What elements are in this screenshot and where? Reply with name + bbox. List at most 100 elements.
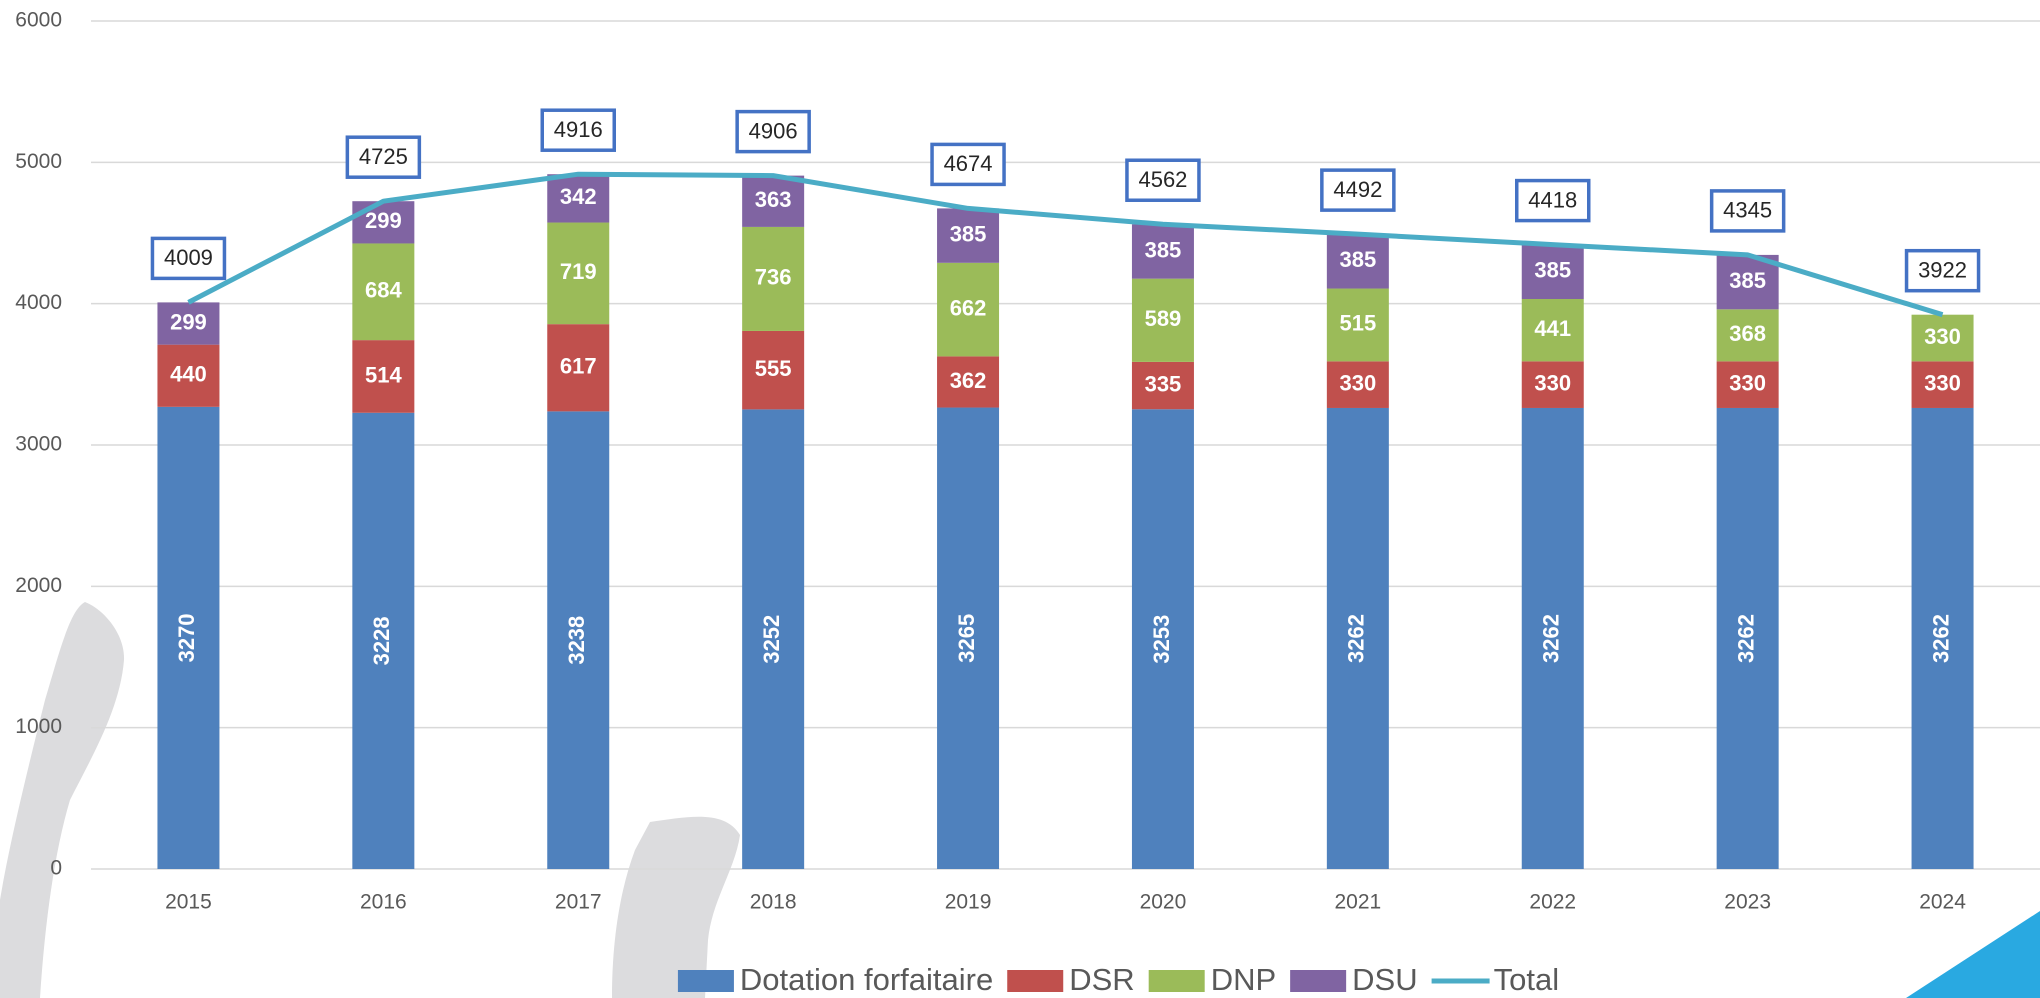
data-label: 514 (365, 362, 402, 387)
bar-segment (742, 175, 805, 227)
legend-label: Dotation forfaitaire (740, 962, 993, 997)
bar-segment (1131, 278, 1194, 362)
bar-segment (1131, 224, 1194, 279)
y-tick-label: 1000 (15, 715, 62, 738)
x-tick-label: 2015 (165, 891, 212, 914)
bar-segment (1521, 299, 1584, 362)
data-label: 335 (1145, 371, 1182, 396)
bar-segment (1131, 361, 1194, 410)
bar-segment (1326, 234, 1389, 289)
bar-segment (1911, 314, 1974, 362)
legend-label: DSU (1352, 962, 1417, 997)
bar-segment (352, 243, 415, 341)
y-tick-label: 4000 (15, 291, 62, 314)
data-label: 3922 (1918, 258, 1967, 283)
data-label: 385 (1145, 237, 1182, 262)
bar-segment (547, 174, 610, 223)
bar-segment (1326, 361, 1389, 408)
bar-segment (1716, 254, 1779, 310)
bar-segment (1716, 407, 1779, 869)
x-tick-label: 2019 (945, 891, 992, 914)
data-label: 555 (755, 356, 792, 381)
data-label: 330 (1924, 324, 1961, 349)
legend-swatch (1290, 970, 1347, 992)
data-label: 330 (1924, 370, 1961, 395)
data-label: 330 (1729, 370, 1766, 395)
legend: Dotation forfaitaire DSR DNP DSU Total (677, 962, 1559, 997)
decor-shape (1906, 911, 2040, 998)
data-label: 299 (365, 208, 402, 233)
y-tick-label: 5000 (15, 150, 62, 173)
data-label: 589 (1145, 306, 1182, 331)
data-label: 385 (1729, 268, 1766, 293)
bar-segment (157, 406, 220, 869)
y-tick-label: 0 (50, 857, 62, 880)
legend-label: Total (1494, 962, 1559, 997)
x-tick-label: 2018 (750, 891, 797, 914)
data-label: 736 (755, 265, 792, 290)
legend-swatch (1007, 970, 1064, 992)
bar-segment (1326, 288, 1389, 362)
bar-segment (157, 344, 220, 407)
data-label: 4009 (164, 245, 213, 270)
data-label: 342 (560, 184, 597, 209)
legend-swatch (1148, 970, 1205, 992)
legend-label: DSR (1069, 962, 1134, 997)
bar-segment (937, 407, 1000, 869)
bar-segment (1521, 361, 1584, 408)
bar-segment (1521, 407, 1584, 869)
legend-label: DNP (1211, 962, 1276, 997)
data-label: 515 (1339, 311, 1376, 336)
bar-segment (1716, 361, 1779, 408)
bar-segment (352, 201, 415, 244)
data-label: 4725 (359, 144, 408, 169)
legend-swatch (677, 970, 734, 992)
x-tick-label: 2022 (1529, 891, 1576, 914)
label-box (150, 236, 227, 281)
data-label: 4345 (1723, 198, 1772, 223)
x-tick-label: 2017 (555, 891, 602, 914)
data-label: 3270 (174, 613, 199, 662)
data-label: 662 (950, 295, 987, 320)
x-tick-label: 2023 (1724, 891, 1771, 914)
data-label: 3262 (1344, 614, 1369, 663)
data-label: 3238 (564, 616, 589, 665)
data-label: 385 (1534, 258, 1571, 283)
x-tick-label: 2020 (1140, 891, 1187, 914)
bar-segment (937, 208, 1000, 263)
data-label: 363 (755, 187, 792, 212)
data-label: 3228 (369, 616, 394, 665)
label-box (1320, 168, 1396, 212)
data-label: 3265 (954, 614, 979, 663)
bar-segment (742, 226, 805, 331)
x-tick-label: 2016 (360, 891, 407, 914)
x-tick-label: 2024 (1919, 891, 1966, 914)
data-label: 617 (560, 354, 597, 379)
y-tick-label: 3000 (15, 433, 62, 456)
bar-segment (547, 222, 610, 325)
bar-segment (742, 409, 805, 869)
decor-shape (0, 602, 125, 998)
data-label: 4906 (749, 118, 798, 143)
data-label: 368 (1729, 321, 1766, 346)
data-label: 3253 (1149, 615, 1174, 664)
data-label: 4492 (1333, 177, 1382, 202)
bar-segment (352, 412, 415, 869)
label-box (345, 135, 422, 179)
bar-segment (547, 411, 610, 869)
bar-segment (1716, 309, 1779, 362)
label-box (1904, 248, 1981, 293)
bar-segment (547, 324, 610, 412)
label-box (1709, 189, 1786, 233)
data-label: 719 (560, 259, 597, 284)
bar-segment (1326, 407, 1389, 869)
data-label: 385 (950, 221, 987, 246)
bar-segment (742, 330, 805, 410)
data-label: 440 (170, 362, 207, 387)
data-label: 3262 (1733, 614, 1758, 663)
bar-segment (1131, 409, 1194, 869)
label-box (735, 109, 811, 154)
bar-segment (352, 340, 415, 413)
